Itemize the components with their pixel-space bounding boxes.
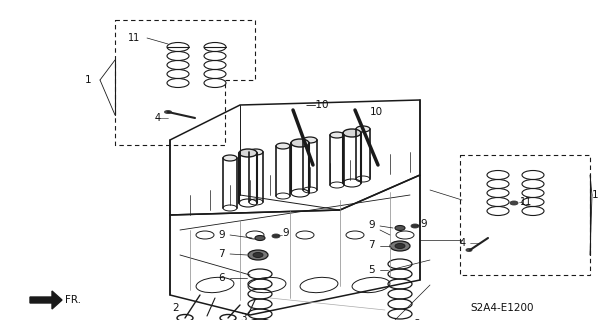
Text: 9: 9 bbox=[218, 230, 225, 240]
Ellipse shape bbox=[465, 248, 472, 252]
Ellipse shape bbox=[220, 315, 236, 320]
Text: 8: 8 bbox=[413, 319, 420, 320]
Ellipse shape bbox=[411, 224, 419, 228]
Ellipse shape bbox=[395, 244, 405, 249]
Text: 11: 11 bbox=[128, 33, 141, 43]
Text: 3: 3 bbox=[240, 313, 246, 320]
Text: 6: 6 bbox=[218, 273, 225, 283]
Ellipse shape bbox=[390, 241, 410, 251]
Text: —10: —10 bbox=[306, 100, 329, 110]
Ellipse shape bbox=[510, 201, 518, 205]
Ellipse shape bbox=[249, 149, 263, 155]
Ellipse shape bbox=[395, 226, 405, 230]
Bar bbox=[460, 155, 590, 275]
Ellipse shape bbox=[255, 236, 265, 241]
Text: 2: 2 bbox=[172, 303, 179, 313]
Ellipse shape bbox=[239, 149, 257, 157]
Ellipse shape bbox=[177, 315, 193, 320]
Text: 10: 10 bbox=[370, 107, 383, 117]
Text: 7: 7 bbox=[368, 240, 374, 250]
Ellipse shape bbox=[291, 139, 309, 147]
Text: FR.: FR. bbox=[65, 295, 81, 305]
Text: 4: 4 bbox=[460, 238, 466, 248]
Polygon shape bbox=[30, 291, 62, 309]
Text: 9: 9 bbox=[282, 228, 289, 238]
Ellipse shape bbox=[248, 250, 268, 260]
Text: 1: 1 bbox=[85, 75, 91, 85]
Text: 1: 1 bbox=[591, 190, 598, 200]
Ellipse shape bbox=[330, 132, 344, 138]
Text: 4: 4 bbox=[155, 113, 161, 123]
Ellipse shape bbox=[223, 155, 237, 161]
Ellipse shape bbox=[356, 126, 370, 132]
Text: 11: 11 bbox=[520, 197, 532, 207]
Text: S2A4-E1200: S2A4-E1200 bbox=[470, 303, 533, 313]
Ellipse shape bbox=[276, 143, 290, 149]
Ellipse shape bbox=[272, 234, 280, 238]
Ellipse shape bbox=[343, 129, 361, 137]
Text: 9: 9 bbox=[368, 220, 374, 230]
Text: 5: 5 bbox=[368, 265, 374, 275]
Ellipse shape bbox=[303, 137, 317, 143]
Ellipse shape bbox=[253, 252, 263, 258]
Ellipse shape bbox=[164, 110, 172, 114]
Text: 9: 9 bbox=[420, 219, 426, 229]
Text: 7: 7 bbox=[218, 249, 225, 259]
